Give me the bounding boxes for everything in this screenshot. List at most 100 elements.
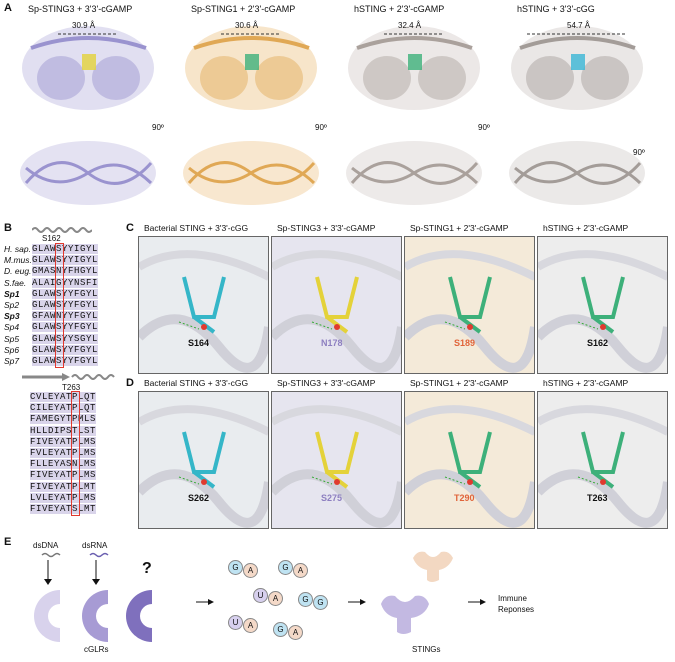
arrow-2 (348, 599, 366, 605)
nucleotide-circle: U (228, 615, 243, 630)
sequence-row: GLAWSYYFGYL (32, 288, 99, 299)
panelC-residue-3: S189 (454, 338, 476, 348)
nucleotide-circle: G (278, 560, 293, 575)
conserved-residue-box (71, 391, 80, 517)
alignment-panel: S162 H. sap. GLAWSYYIGYL M.mus. GLAWSYYIGYL… (2, 222, 132, 528)
panelC-title-1: Bacterial STING + 3'3'-cGG (144, 223, 249, 233)
sequence-row: FIVEYATSLMT (30, 504, 97, 514)
sequence-row: GLAWSYYFGYL (32, 356, 99, 366)
sequence-row: FIVEYATPLMT (30, 481, 97, 492)
immune-responses-label: Immune Reponses (498, 594, 535, 614)
conserved-residue-box (55, 243, 64, 369)
species-label: D. eug. (4, 266, 32, 277)
species-label: M.mus. (4, 255, 32, 266)
panel-a-title-3: hSTING + 2'3'-cGAMP (354, 4, 445, 14)
panel-a-structure-top-4 (511, 26, 643, 110)
panelD-residue-3: T290 (454, 493, 475, 503)
panelC-structure-2 (271, 236, 402, 374)
sequence-row: FIVEYATPLMS (30, 436, 97, 447)
sequence-row: CVLEYATPLQT (30, 392, 97, 402)
stings-label: STINGs (412, 645, 441, 654)
residue-s162-label: S162 (42, 234, 61, 243)
panel-d-label: D (126, 377, 134, 389)
sting-shapes (381, 551, 453, 634)
sequence-row: LVLEYATPLMS (30, 492, 97, 503)
panel-a-structure-top-2 (185, 26, 317, 110)
panelC-residue-2: N178 (321, 338, 343, 348)
species-label: H. sap. (4, 244, 31, 254)
arrow-1 (196, 599, 214, 605)
panelD-structure-4 (537, 391, 668, 529)
panelC-structure-4 (537, 236, 668, 374)
species-label: Sp3 (4, 311, 20, 322)
nucleotide-circle: A (268, 591, 283, 606)
panel-a-structure-bottom-3 (346, 141, 482, 205)
rotation-label-1: 90º (152, 123, 164, 132)
distance-label-3: 32.4 Å (398, 21, 422, 30)
sequence-row: GMASNYFHGYL (32, 266, 99, 277)
panelD-title-2: Sp-STING3 + 3'3'-cGAMP (277, 378, 376, 388)
panelD-structure-3 (404, 391, 535, 529)
helix-icon (32, 227, 92, 233)
sequence-row: ALAIGYYNSFI (32, 277, 99, 288)
residue-t263-label: T263 (62, 383, 81, 392)
sequence-row: FVLEYATPLMS (30, 448, 97, 458)
panel-a-title-2: Sp-STING1 + 2'3'-cGAMP (191, 4, 296, 14)
cglrs-label: cGLRs (84, 645, 109, 654)
panelC-title-3: Sp-STING1 + 2'3'-cGAMP (410, 223, 509, 233)
panel-a-structure-bottom-1 (20, 141, 156, 205)
sequence-row: GLAWSYYIGYL (32, 255, 99, 266)
panelC-structure-3 (404, 236, 535, 374)
nucleotide-circle: G (313, 595, 328, 610)
distance-label-1: 30.9 Å (72, 21, 96, 30)
panel-a-structure-top-1 (22, 26, 154, 110)
panel-c-label: C (126, 222, 134, 234)
panelC-residue-4: S162 (587, 338, 609, 348)
sequence-row: HLLDIPSTLST (30, 425, 97, 436)
question-mark: ? (142, 560, 152, 577)
panel-a-title-4: hSTING + 3'3'-cGG (517, 4, 595, 14)
sequence-row: FAMEGYTPMLS (30, 414, 97, 425)
nucleotide-circle: G (228, 560, 243, 575)
species-label: Sp6 (4, 344, 20, 355)
nucleotide-circle: A (288, 625, 303, 640)
nucleotide-circle: A (293, 563, 308, 578)
panelC-title-2: Sp-STING3 + 3'3'-cGAMP (277, 223, 376, 233)
panel-b-label: B (4, 222, 12, 234)
distance-label-4: 54.7 Å (567, 21, 591, 30)
strand-helix-icon (22, 373, 115, 381)
rotation-label-2: 90º (315, 123, 327, 132)
nucleotide-circle: G (298, 592, 313, 607)
species-label: Sp7 (4, 356, 20, 366)
nucleotide-circle: U (253, 588, 268, 603)
nucleotide-circle: G (273, 622, 288, 637)
panel-a-label: A (4, 2, 12, 14)
sequence-row: GLAWSYYFGYL (32, 322, 99, 333)
sequence-row: FIVEYATPLMS (30, 470, 97, 481)
distance-label-2: 30.6 Å (235, 21, 259, 30)
panelD-residue-2: S275 (321, 493, 343, 503)
panelD-title-4: hSTING + 2'3'-cGAMP (543, 378, 629, 388)
panel-a-structure-bottom-4 (509, 141, 645, 205)
panelD-title-1: Bacterial STING + 3'3'-cGG (144, 378, 249, 388)
sequence-row: GFAWNYYFGYL (32, 311, 99, 322)
sequence-row: FLLEYASNLMS (30, 459, 97, 470)
species-label: Sp1 (4, 288, 20, 299)
panel-a-structure-bottom-2 (183, 141, 319, 205)
sequence-row: GLAWSYYFGYL (32, 300, 99, 310)
species-label: Sp2 (4, 300, 20, 310)
nucleotide-circle: A (243, 618, 258, 633)
rotation-label-4: 90º (633, 148, 645, 157)
sequence-row: GLAWSYYSGYL (32, 333, 99, 344)
panelD-residue-1: S262 (188, 493, 210, 503)
panelC-residue-1: S164 (188, 338, 210, 348)
dsdna-label: dsDNA (33, 541, 59, 550)
panel-a-title-1: Sp-STING3 + 3'3'-cGAMP (28, 4, 133, 14)
panelD-title-3: Sp-STING1 + 2'3'-cGAMP (410, 378, 509, 388)
panel-e-label: E (4, 536, 12, 548)
sequence-row: GLAWSYYIGYL (32, 244, 99, 254)
sequence-row: CILEYATPLQT (30, 403, 97, 414)
panelC-title-4: hSTING + 2'3'-cGAMP (543, 223, 629, 233)
panelD-structure-2 (271, 391, 402, 529)
